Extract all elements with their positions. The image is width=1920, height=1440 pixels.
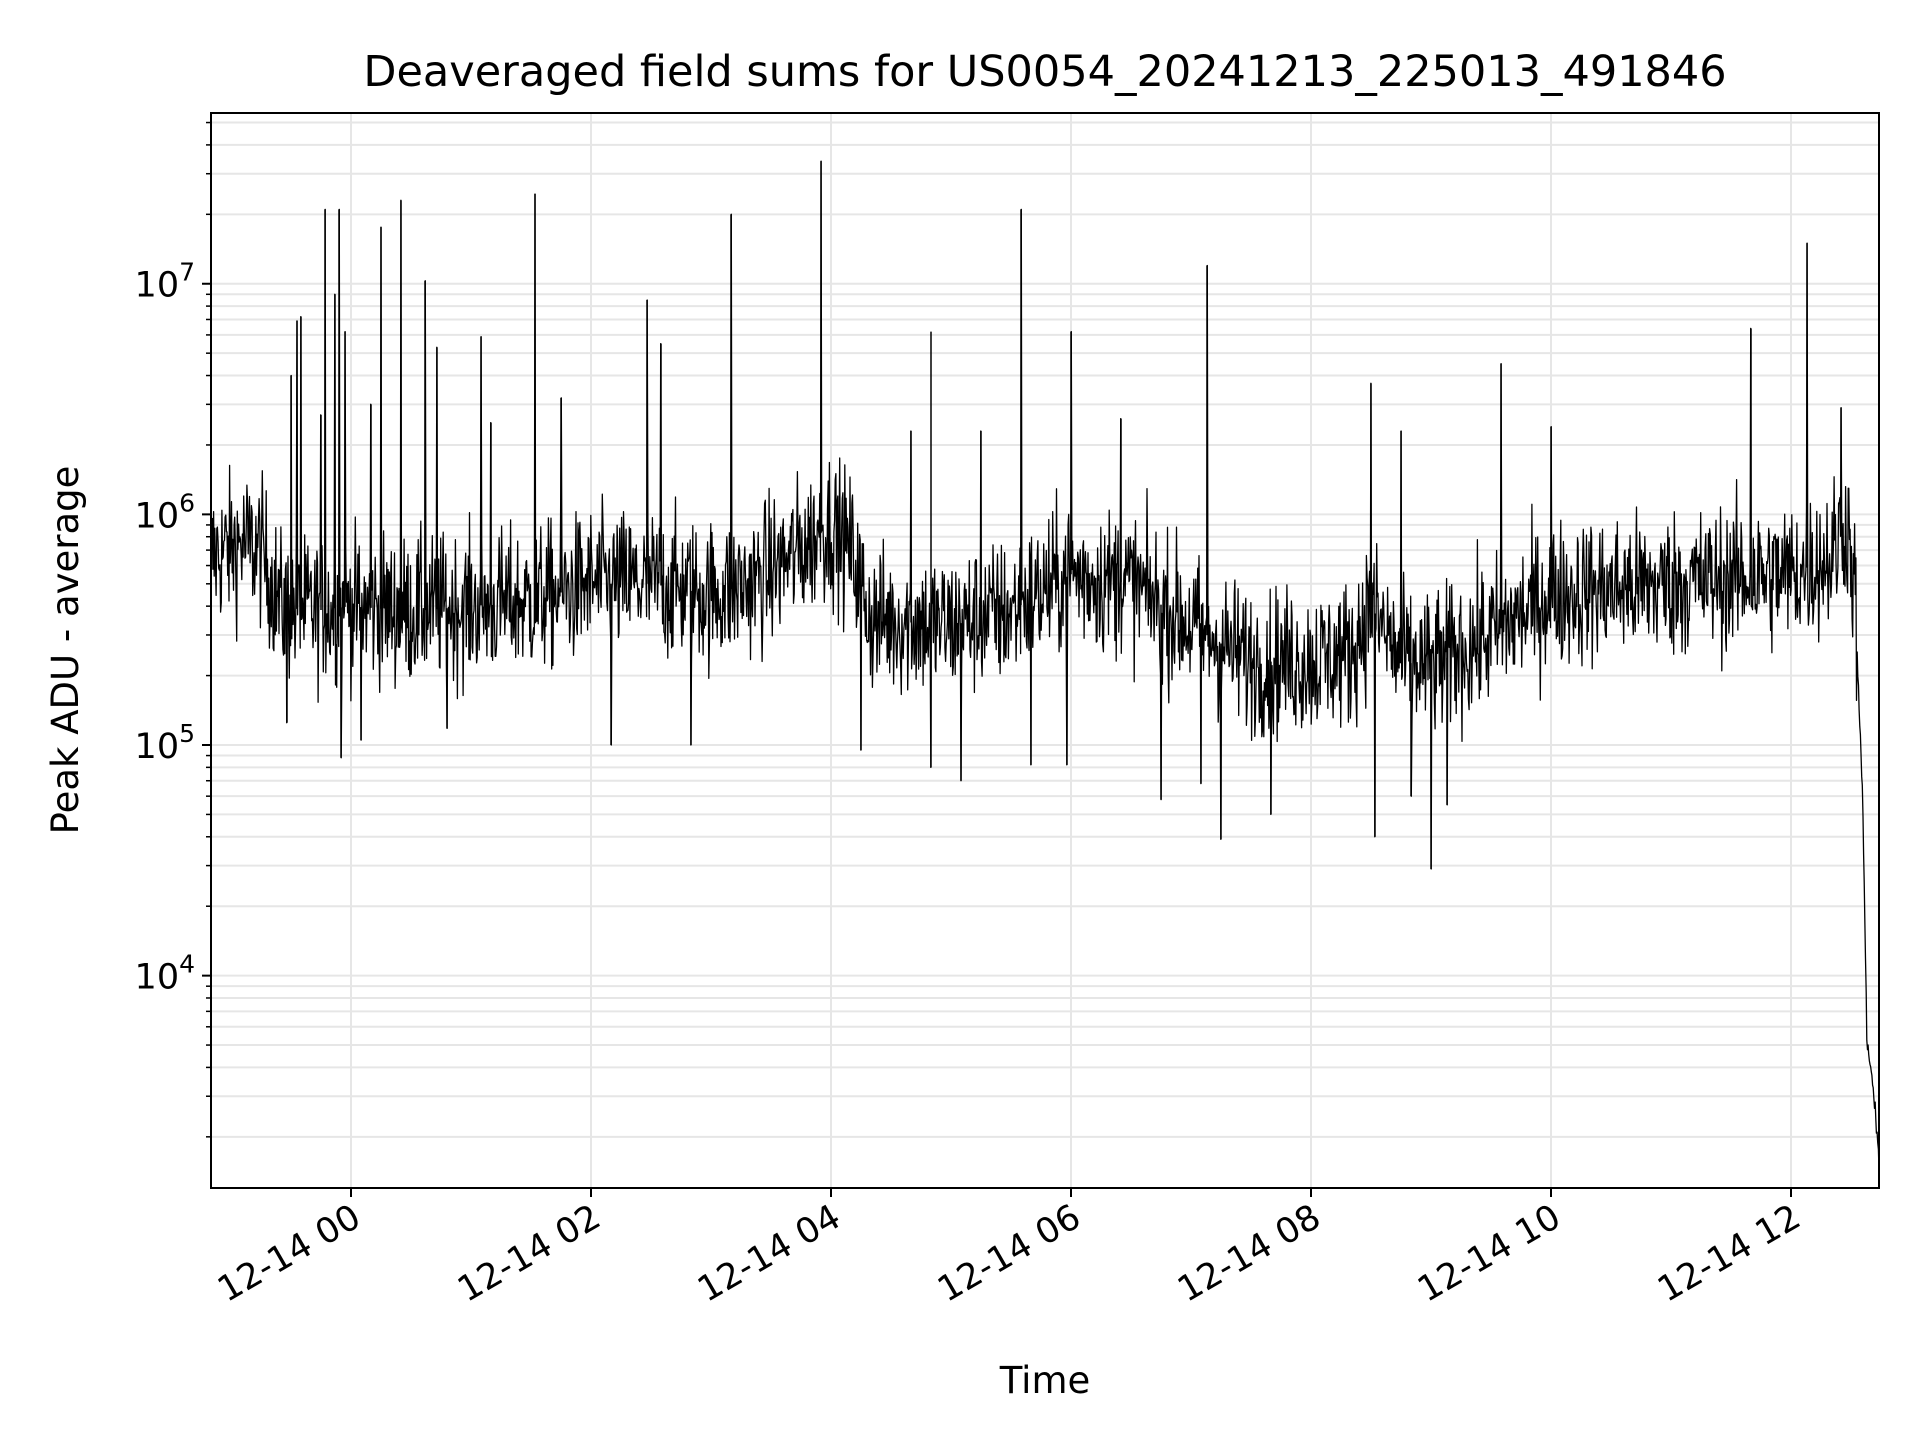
plot-frame <box>210 112 1880 1189</box>
y-tick-label: 106 <box>135 488 195 536</box>
series-layer <box>210 160 1880 1171</box>
y-axis-ticks: 104 105 106 107 <box>135 121 211 1138</box>
series-line <box>210 160 1880 1171</box>
x-axis-label: Time <box>999 1359 1091 1402</box>
chart-title: Deaveraged field sums for US0054_2024121… <box>363 47 1726 97</box>
y-tick-label: 107 <box>135 258 195 306</box>
major-gridlines <box>211 113 1879 1188</box>
y-tick-label: 105 <box>135 719 195 767</box>
y-tick-label: 104 <box>135 950 195 998</box>
minor-gridlines <box>211 121 1879 1138</box>
y-axis-label: Peak ADU - average <box>44 466 87 835</box>
